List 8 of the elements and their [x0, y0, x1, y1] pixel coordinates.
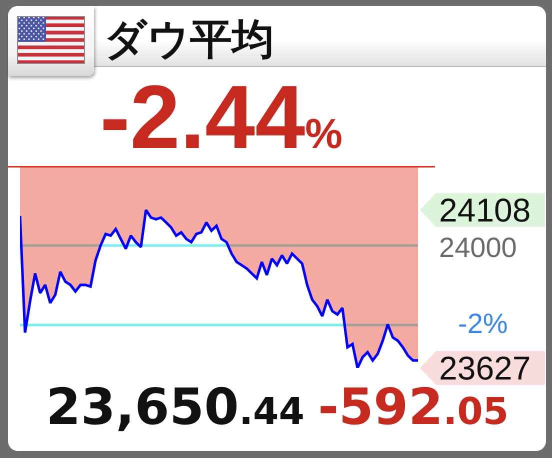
text: 23,650.44: [46, 378, 304, 436]
y-tick-label: 24108: [439, 192, 531, 229]
chart-subtitle: -2.44%: [100, 68, 342, 168]
y-tick-label: 23627: [439, 350, 531, 387]
text: -2%: [458, 308, 508, 339]
line-series: [20, 208, 418, 368]
y-tick-label: 24000: [439, 232, 517, 264]
chart-title: ダウ平均: [104, 14, 274, 64]
